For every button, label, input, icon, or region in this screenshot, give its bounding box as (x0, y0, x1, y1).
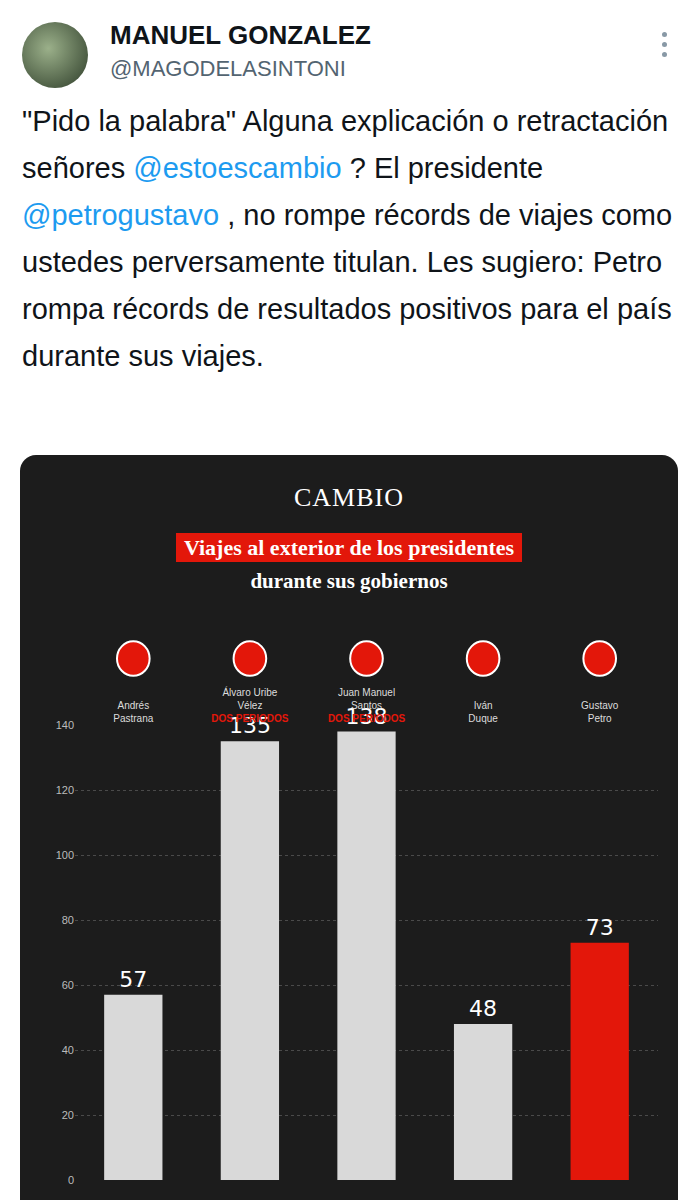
svg-text:80: 80 (62, 914, 74, 926)
html-text:ustedes perversamente titulan.: ustedes perversamente titulan. Les sugie… (22, 246, 662, 278)
svg-text:40: 40 (62, 1044, 74, 1056)
svg-text:GustavoPetro: GustavoPetro (581, 700, 619, 724)
svg-text:57: 57 (119, 967, 147, 992)
html-text:@MAGODELASINTONI: @MAGODELASINTONI (110, 56, 346, 81)
svg-text:135: 135 (229, 713, 271, 738)
html-text:"Pido la palabra" Alguna expli: "Pido la palabra" Alguna explicación o r… (22, 105, 669, 137)
svg-text:Álvaro UribeVélezDOS PERIODOS: Álvaro UribeVélezDOS PERIODOS (211, 686, 289, 724)
html-text:señores @estoescambio ? El pre: señores @estoescambio ? El presidente (22, 152, 544, 184)
svg-text:60: 60 (62, 979, 74, 991)
svg-text:48: 48 (469, 996, 497, 1021)
html-text:@petrogustavo , no rompe récor: @petrogustavo , no rompe récords de viaj… (22, 199, 673, 231)
svg-text:100: 100 (56, 849, 74, 861)
svg-text:138: 138 (346, 704, 388, 729)
svg-text:20: 20 (62, 1109, 74, 1121)
svg-text:Juan ManuelSantosDOS PERIODOS: Juan ManuelSantosDOS PERIODOS (328, 687, 406, 724)
svg-text:0: 0 (68, 1174, 74, 1186)
html-text:MANUEL GONZALEZ: MANUEL GONZALEZ (110, 20, 371, 50)
html-text:Viajes al exterior de los pres: Viajes al exterior de los presidentes (183, 535, 515, 560)
svg-text:IvánDuque: IvánDuque (468, 700, 498, 724)
html-text:rompa récords de resultados po: rompa récords de resultados positivos pa… (22, 293, 672, 325)
svg-text:73: 73 (586, 915, 614, 940)
svg-text:120: 120 (56, 784, 74, 796)
html-text:durante sus viajes.: durante sus viajes. (22, 340, 264, 372)
html-text:durante sus gobiernos: durante sus gobiernos (250, 569, 448, 593)
html-text:CAMBIO: CAMBIO (294, 483, 404, 512)
svg-text:140: 140 (56, 719, 74, 731)
svg-text:AndrésPastrana: AndrésPastrana (113, 700, 153, 724)
